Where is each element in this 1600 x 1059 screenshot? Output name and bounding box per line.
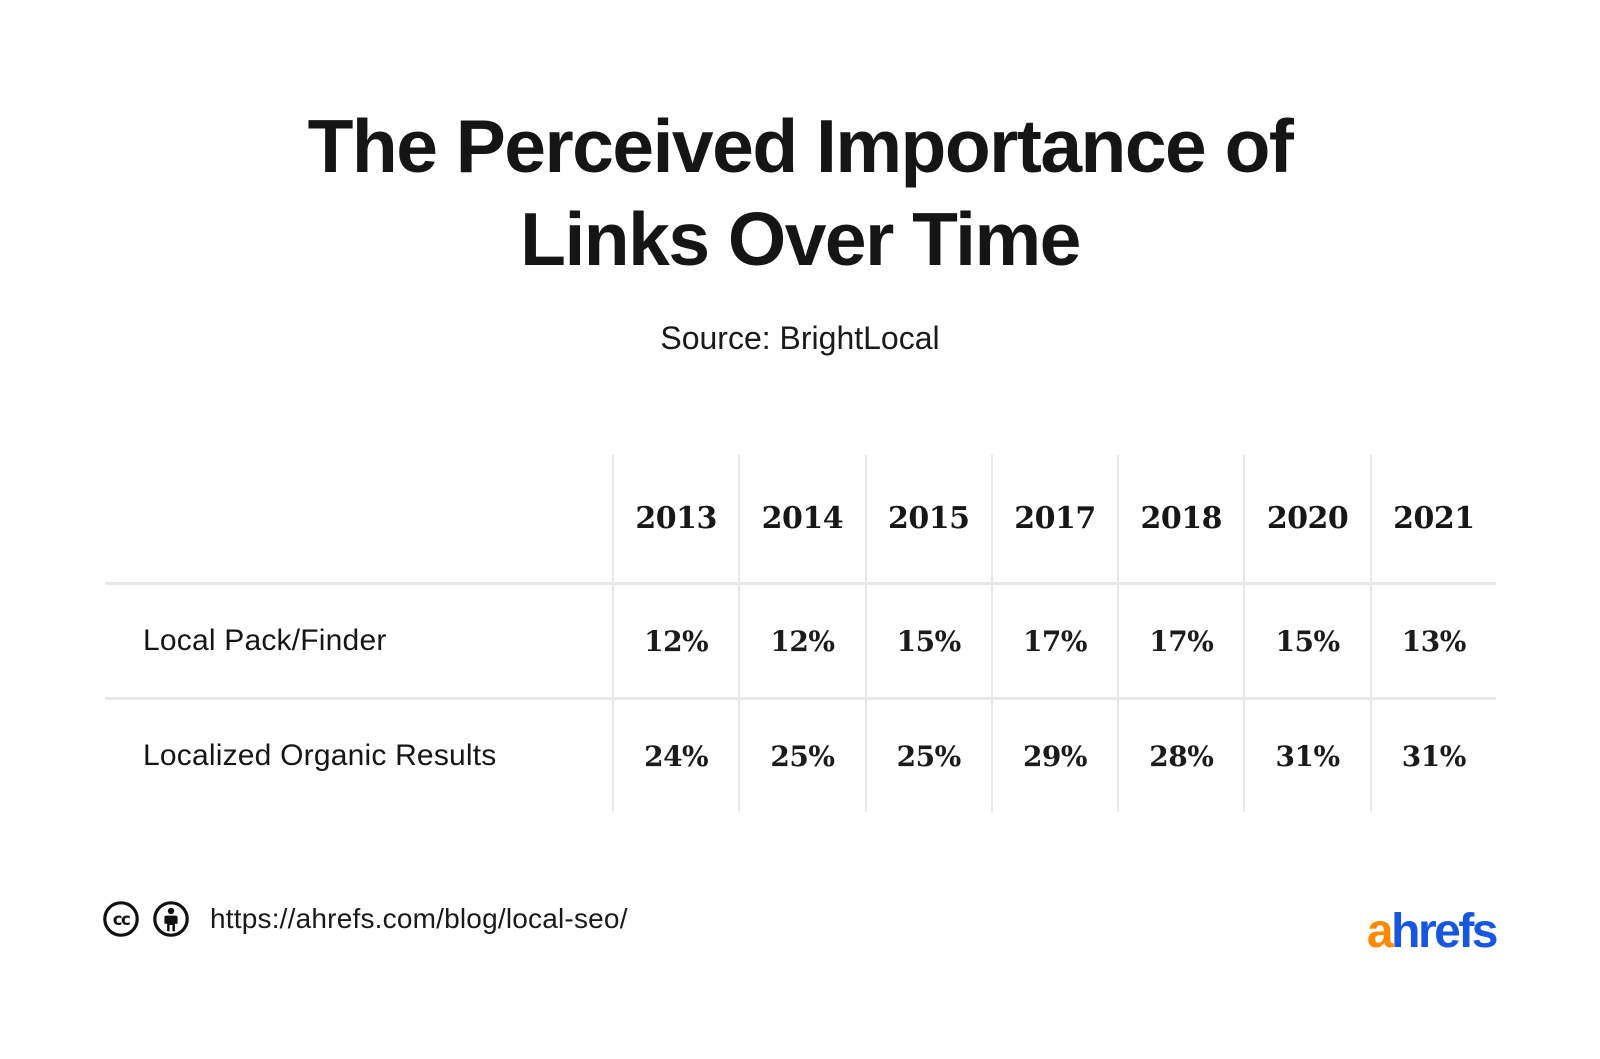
column-header-2013: 2013: [612, 455, 739, 585]
data-table: 2013 2014 2015 2017 2018 2020 2021 Local…: [105, 455, 1496, 812]
table-cell: 12%: [738, 585, 865, 700]
license-attribution: cc https://ahrefs.com/blog/local-seo/: [102, 900, 628, 938]
column-header-2014: 2014: [738, 455, 865, 585]
page-title: The Perceived Importance of Links Over T…: [0, 100, 1600, 286]
title-line-2: Links Over Time: [520, 197, 1081, 281]
table-cell: 25%: [738, 700, 864, 812]
table-cell: 24%: [612, 700, 738, 812]
column-header-2015: 2015: [864, 455, 991, 585]
table-cell: 28%: [1117, 700, 1243, 812]
title-line-1: The Perceived Importance of: [307, 104, 1294, 188]
table-cell: 17%: [1117, 585, 1244, 700]
ahrefs-logo-hrefs: hrefs: [1391, 905, 1498, 958]
column-header-2018: 2018: [1117, 455, 1244, 585]
table-cell: 15%: [1243, 585, 1370, 700]
svg-text:cc: cc: [113, 910, 130, 929]
table-cell: 31%: [1243, 700, 1369, 812]
ahrefs-logo-a: a: [1366, 905, 1394, 958]
column-header-2021: 2021: [1369, 455, 1496, 585]
table-cell: 15%: [864, 585, 991, 700]
column-header-2020: 2020: [1243, 455, 1370, 585]
column-header-2017: 2017: [990, 455, 1118, 585]
source-caption: Source: BrightLocal: [660, 320, 940, 356]
table-cell: 29%: [990, 700, 1117, 812]
table-corner-cell: [105, 455, 612, 585]
source-url: https://ahrefs.com/blog/local-seo/: [210, 903, 628, 934]
table-cell: 25%: [864, 700, 991, 812]
ahrefs-logo: ahrefs: [1366, 905, 1499, 958]
table-cell: 17%: [990, 585, 1118, 700]
table-cell: 31%: [1369, 700, 1496, 812]
table-cell: 13%: [1369, 585, 1496, 700]
cc-icon: cc: [103, 901, 139, 937]
row-label-localized-organic-results: Localized Organic Results: [143, 739, 497, 772]
row-label-local-pack-finder: Local Pack/Finder: [105, 585, 612, 700]
table-cell: 12%: [612, 585, 739, 700]
attribution-icon: [153, 901, 189, 937]
